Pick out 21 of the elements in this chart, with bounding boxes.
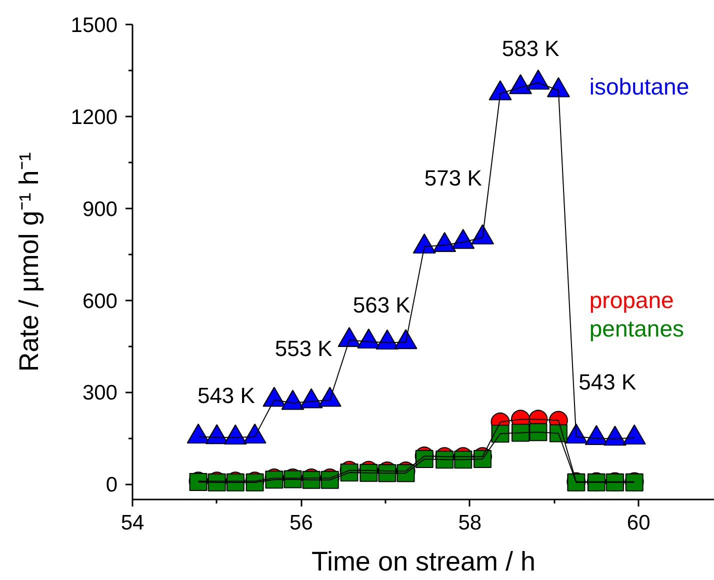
y-tick-label: 300 <box>82 382 118 405</box>
y-tick-label: 1200 <box>70 106 118 129</box>
x-axis-title: Time on stream / h <box>311 546 536 576</box>
x-tick-label: 60 <box>626 512 650 534</box>
y-tick-label: 900 <box>82 198 118 221</box>
x-tick-label: 54 <box>120 512 144 534</box>
x-tick-label: 58 <box>458 512 482 534</box>
annotation: 583 K <box>502 36 560 62</box>
y-tick-label: 1500 <box>70 14 118 37</box>
x-tick-label: 56 <box>290 512 313 534</box>
y-tick-label: 600 <box>82 290 118 313</box>
annotation: 543 K <box>578 370 636 395</box>
y-axis-title: Rate / µmol g⁻¹ h⁻¹ <box>14 152 44 372</box>
text: pentanes <box>589 316 684 342</box>
annotation: 573 K <box>424 165 482 190</box>
series-label: isobutane <box>589 73 690 100</box>
annotation: 543 K <box>197 382 256 408</box>
text: propane <box>589 287 674 313</box>
annotation: 553 K <box>274 336 333 361</box>
annotation: 563 K <box>352 292 411 318</box>
y-tick-label: 0 <box>106 474 118 497</box>
